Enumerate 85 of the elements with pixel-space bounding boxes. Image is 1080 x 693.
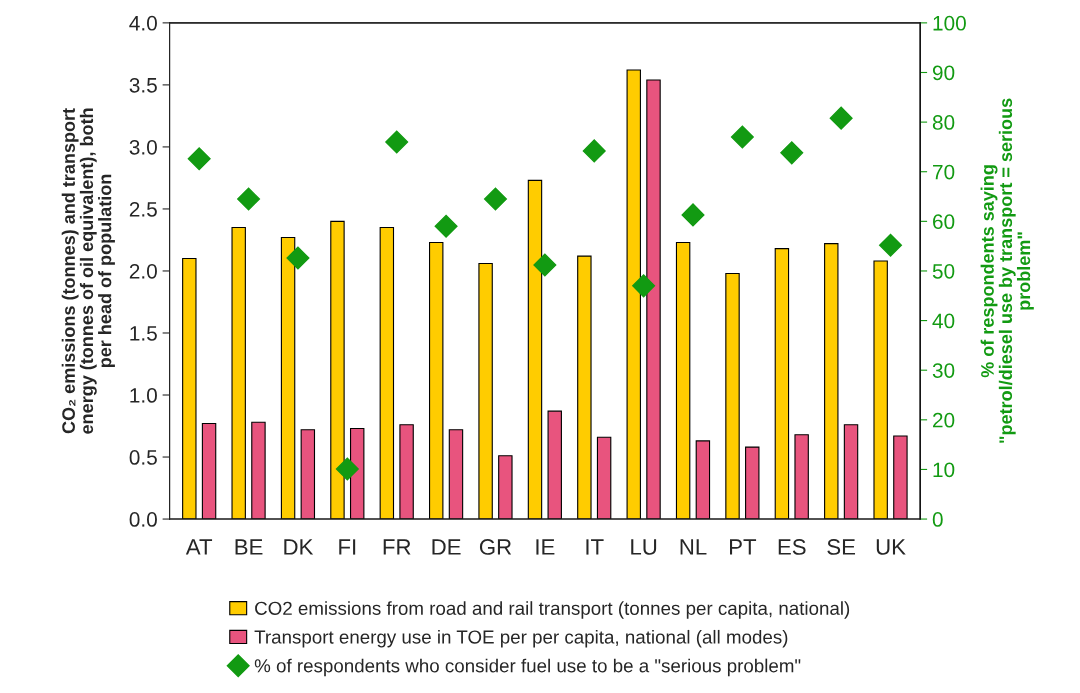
point: [187, 147, 211, 171]
x-tick-label: SE: [827, 539, 856, 555]
bar: [251, 421, 266, 520]
y-tick-label: 1.0: [130, 388, 157, 403]
bar: [873, 260, 888, 520]
y-tick-label: 1.5: [130, 326, 157, 341]
y-tick-label: 3.0: [129, 139, 157, 155]
x-tick-label: FI: [339, 539, 356, 555]
bar: [824, 243, 839, 520]
bar: [577, 255, 592, 520]
bar: [893, 435, 908, 520]
y-tick-label: 3.5: [129, 77, 157, 93]
bar: [547, 410, 562, 520]
point: [582, 139, 606, 163]
point: [681, 203, 705, 227]
point: [632, 274, 656, 298]
y2-tick-label: 0: [932, 512, 943, 527]
x-tick-label: IT: [586, 539, 604, 555]
bar: [182, 258, 197, 520]
point: [237, 187, 261, 211]
bar: [725, 272, 740, 520]
point: [879, 233, 903, 257]
y-tick-label: 4.0: [129, 15, 157, 31]
point: [286, 246, 310, 270]
bar: [498, 455, 513, 520]
y-tick-label: 2.5: [129, 201, 157, 217]
bar: [399, 424, 414, 520]
x-tick-label: FR: [383, 539, 411, 555]
y2-tick-label: 20: [933, 412, 955, 428]
y-tick-label: 0.0: [129, 512, 157, 527]
x-tick-label: UK: [876, 539, 906, 555]
bar: [675, 241, 691, 520]
bar: [794, 434, 809, 520]
y2-tick-label: 60: [933, 214, 955, 230]
bar: [527, 179, 543, 520]
y-tick-label: 2.0: [129, 263, 157, 279]
legend-label: % of respondents who consider fuel use to be a "serious problem": [254, 658, 801, 677]
point: [385, 130, 409, 154]
y2-tick-label: 10: [933, 462, 955, 478]
y2-tick-label: 90: [932, 65, 955, 81]
bar: [774, 248, 790, 520]
point: [730, 125, 754, 149]
x-tick-label: DE: [432, 539, 461, 555]
y-tick-label: 0.5: [129, 450, 157, 465]
x-tick-label: IE: [536, 539, 555, 555]
y2-tick-label: 70: [933, 164, 955, 180]
y2-tick-label: 100: [933, 15, 966, 31]
bar: [745, 446, 760, 520]
bar: [843, 424, 859, 520]
point: [533, 253, 557, 277]
point: [335, 457, 359, 481]
x-tick-label: AT: [185, 539, 213, 555]
bar: [596, 436, 612, 520]
y2-tick-label: 30: [932, 363, 955, 378]
y2-tick-label: 50: [932, 263, 955, 279]
point: [483, 187, 507, 211]
bar: [478, 262, 493, 520]
x-tick-label: PT: [730, 539, 757, 555]
legend-label: Transport energy use in TOE per per capita, national (all modes): [254, 629, 788, 648]
bar: [349, 427, 365, 520]
bar: [280, 236, 296, 520]
bar: [695, 440, 711, 520]
x-tick-label: GR: [479, 539, 512, 555]
point: [780, 141, 804, 165]
bar: [448, 429, 464, 520]
x-tick-label: LU: [631, 539, 657, 555]
legend-label: CO2 emissions from road and rail transport (tonnes per capita, national): [255, 601, 850, 619]
x-tick-label: NL: [680, 539, 707, 555]
bar: [428, 241, 444, 520]
y2-tick-label: 40: [932, 313, 955, 329]
point: [434, 214, 458, 238]
bar: [330, 220, 345, 520]
bar: [231, 226, 246, 520]
y-axis-title: CO₂ emissions (tonnes) and transport energy (tonnes of oil equivalent), both per head of population: [61, 108, 115, 434]
bar: [626, 69, 641, 520]
bar: [300, 429, 316, 520]
point: [829, 106, 853, 130]
bar: [201, 422, 217, 520]
x-tick-label: BE: [235, 539, 263, 555]
x-tick-label: DK: [284, 539, 314, 555]
bar: [379, 226, 395, 520]
bar: [646, 79, 661, 520]
y2-axis-title: % of respondents saying "petrol/diesel use by transport = serious problem": [980, 98, 1034, 443]
y2-tick-label: 80: [932, 115, 955, 130]
x-tick-label: ES: [778, 539, 806, 555]
